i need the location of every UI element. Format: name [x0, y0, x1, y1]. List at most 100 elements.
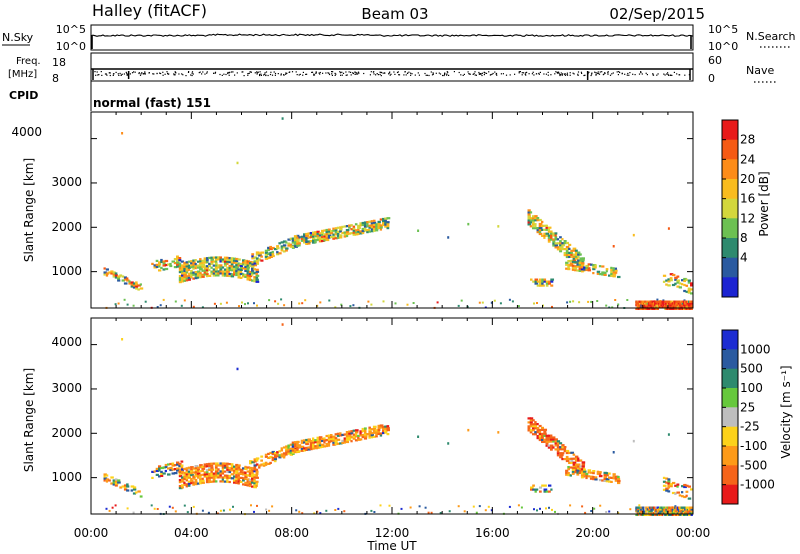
- echo-cell: [103, 267, 106, 270]
- echo-cell: [237, 262, 240, 265]
- echo-cell: [249, 262, 252, 265]
- echo-cell: [203, 465, 207, 468]
- echo-cell: [181, 280, 184, 283]
- echo-cell: [665, 487, 669, 490]
- echo-cell: [467, 428, 470, 432]
- echo-cell: [384, 225, 387, 228]
- echo-cell: [232, 505, 234, 508]
- echo-cell: [327, 230, 331, 233]
- echo-cell: [103, 473, 107, 476]
- echo-cell: [199, 258, 202, 261]
- echo-cell: [203, 257, 207, 260]
- echo-cell: [574, 465, 579, 468]
- echo-cell: [559, 246, 563, 249]
- echo-cell: [651, 300, 654, 303]
- echo-cell: [183, 271, 187, 274]
- echo-cell: [610, 476, 613, 479]
- echo-cell: [359, 230, 363, 233]
- echo-cell: [255, 257, 259, 260]
- echo-cell: [497, 225, 500, 228]
- echo-cell: [527, 217, 531, 220]
- echo-cell: [674, 505, 677, 508]
- echo-cell: [665, 510, 668, 513]
- echo-cell: [679, 304, 682, 307]
- nave-dot: [411, 73, 413, 75]
- echo-cell: [318, 234, 322, 237]
- echo-cell: [574, 459, 578, 462]
- echo-cell: [181, 272, 185, 275]
- echo-cell: [674, 282, 677, 285]
- echo-cell: [545, 436, 549, 439]
- echo-cell: [534, 425, 538, 428]
- echo-cell: [183, 267, 188, 270]
- echo-cell: [548, 484, 552, 487]
- echo-cell: [539, 507, 541, 510]
- echo-cell: [293, 245, 297, 248]
- echo-cell: [676, 275, 680, 278]
- colorbar-swatch: [722, 465, 738, 485]
- echo-cell: [536, 423, 539, 426]
- echo-cell: [246, 266, 250, 269]
- echo-cell: [550, 444, 554, 447]
- echo-cell: [587, 471, 590, 474]
- echo-cell: [285, 451, 289, 454]
- echo-cell: [680, 305, 683, 309]
- echo-cell: [185, 279, 189, 282]
- echo-cell: [372, 427, 377, 430]
- echo-cell: [164, 267, 169, 271]
- echo-cell: [568, 457, 572, 460]
- echo-cell: [536, 429, 540, 432]
- echo-cell: [214, 258, 218, 261]
- nave-dot: [446, 73, 448, 75]
- colorbar-tick-label: 25: [740, 400, 755, 414]
- echo-cell: [255, 472, 259, 475]
- echo-cell: [665, 279, 669, 282]
- echo-cell: [226, 466, 230, 469]
- echo-cell: [370, 303, 373, 306]
- echo-cell: [228, 467, 232, 470]
- echo-cell: [178, 263, 182, 266]
- echo-cell: [219, 270, 222, 273]
- echo-cell: [298, 236, 301, 239]
- echo-cell: [550, 278, 555, 281]
- echo-cell: [226, 262, 229, 265]
- nave-dot: [225, 73, 227, 76]
- echo-cell: [280, 298, 283, 301]
- echo-cell: [269, 461, 272, 464]
- echo-cell: [203, 269, 207, 272]
- echo-cell: [642, 513, 646, 516]
- echo-cell: [235, 475, 239, 479]
- nave-dot: [447, 71, 449, 73]
- echo-cell: [291, 445, 295, 448]
- echo-cell: [230, 267, 234, 270]
- nave-dot: [580, 71, 582, 73]
- echo-cell: [679, 305, 682, 309]
- noise-tick-right-bottom: 10^0: [708, 40, 738, 53]
- echo-cell: [545, 440, 549, 443]
- nave-dot: [485, 72, 488, 74]
- nave-dot: [231, 71, 233, 73]
- echo-cell: [345, 438, 349, 442]
- echo-cell: [686, 302, 690, 305]
- echo-cell: [487, 505, 490, 508]
- echo-cell: [280, 247, 283, 250]
- echo-cell: [251, 255, 254, 258]
- echo-cell: [352, 227, 356, 230]
- echo-cell: [667, 510, 671, 513]
- echo-cell: [614, 271, 618, 274]
- echo-cell: [230, 263, 234, 266]
- echo-cell: [321, 231, 324, 234]
- echo-cell: [576, 269, 580, 272]
- echo-cell: [565, 261, 569, 264]
- echo-cell: [214, 476, 218, 479]
- echo-cell: [345, 433, 349, 436]
- echo-cell: [339, 226, 343, 229]
- echo-cell: [271, 246, 275, 250]
- echo-cell: [280, 453, 285, 456]
- echo-cell: [594, 476, 598, 479]
- echo-cell: [654, 300, 657, 303]
- echo-cell: [646, 305, 649, 309]
- echo-cell: [196, 474, 201, 477]
- echo-cell: [244, 267, 248, 270]
- echo-cell: [370, 432, 374, 435]
